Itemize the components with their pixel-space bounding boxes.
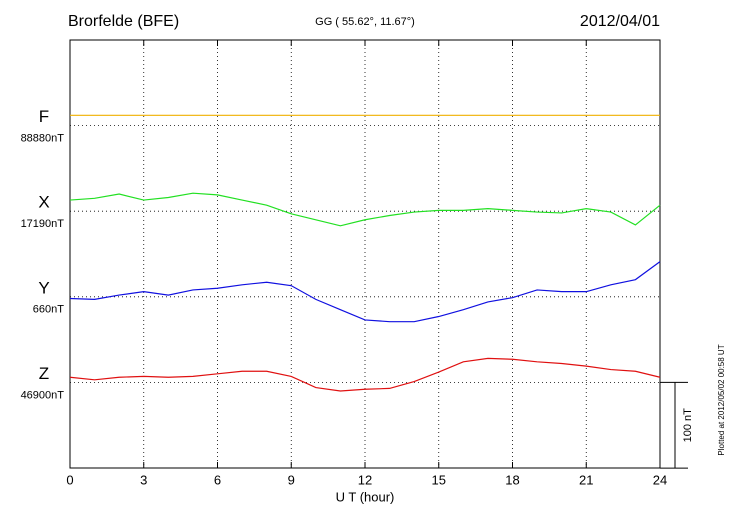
series-name: X xyxy=(38,193,49,212)
chart-title: Brorfelde (BFE) xyxy=(68,13,179,30)
x-tick-label: 9 xyxy=(288,472,295,487)
x-axis-label: U T (hour) xyxy=(336,489,395,504)
x-tick-label: 24 xyxy=(653,472,667,487)
series-name: Y xyxy=(38,278,49,297)
x-tick-label: 15 xyxy=(432,472,446,487)
series-line xyxy=(69,192,661,227)
baseline-label: 17190nT xyxy=(21,218,65,230)
baseline-label: 660nT xyxy=(33,304,64,316)
x-tick-label: 3 xyxy=(140,472,147,487)
x-tick-label: 12 xyxy=(358,472,372,487)
series-line xyxy=(69,357,661,392)
series-name: Z xyxy=(39,364,49,383)
baseline-label: 46900nT xyxy=(21,389,65,401)
chart-subtitle: GG ( 55.62°, 11.67°) xyxy=(315,16,415,28)
plotted-note: Plotted at 2012/05/02 00:58 UT xyxy=(717,344,726,455)
series-line xyxy=(69,261,661,323)
x-tick-label: 18 xyxy=(505,472,519,487)
x-tick-label: 0 xyxy=(66,472,73,487)
series-name: F xyxy=(39,107,49,126)
x-tick-label: 6 xyxy=(214,472,221,487)
scale-bar-label: 100 nT xyxy=(682,408,694,443)
x-tick-label: 21 xyxy=(579,472,593,487)
chart-date: 2012/04/01 xyxy=(580,13,660,30)
baseline-label: 88880nT xyxy=(21,133,65,145)
